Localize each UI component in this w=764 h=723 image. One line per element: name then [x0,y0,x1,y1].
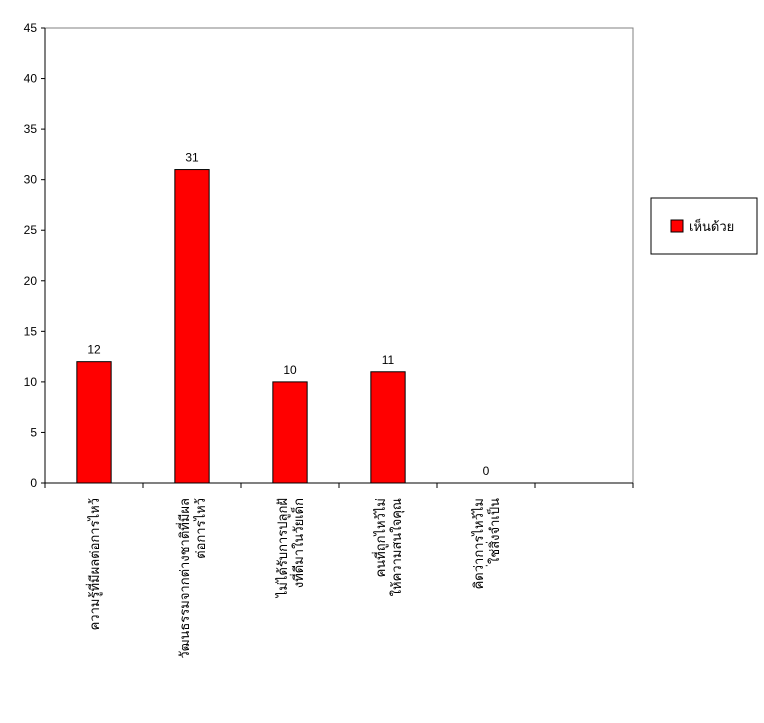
y-tick-label: 35 [24,122,38,136]
data-label: 31 [185,151,199,165]
data-label: 10 [283,363,297,377]
y-axis: 0 5 10 15 20 25 30 35 40 45 [24,21,46,490]
category-label: คนที่ถูกไหว้ไม่ให้ความสนใจคุณ [372,498,405,596]
data-label: 12 [87,343,101,357]
bars [76,169,406,484]
data-label: 0 [483,464,490,478]
y-tick-label: 45 [24,21,38,35]
y-tick-label: 15 [24,324,38,338]
y-tick-label: 5 [30,425,37,439]
y-tick-label: 20 [24,274,38,288]
data-label: 11 [382,353,395,367]
y-tick-label: 25 [24,223,38,237]
bar [76,361,112,484]
x-axis [44,482,634,488]
data-labels: 12 31 10 11 0 [87,151,489,478]
category-labels: ความรู้ที่มีผลต่อการไหว้ วัฒนธรรมจากต่างช… [86,498,503,659]
y-tick-label: 30 [24,173,38,187]
y-tick-label: 0 [30,476,37,490]
category-label: ความรู้ที่มีผลต่อการไหว้ [86,498,103,630]
plot-area [44,27,634,484]
y-tick-label: 40 [24,72,38,86]
bar [272,381,308,484]
bar [370,371,406,484]
legend: เห็นด้วย [650,197,758,255]
category-label: คิดว่าการไหว้ไม่ใช่สิ่งจำเป็น [471,498,503,590]
y-tick-label: 10 [24,375,38,389]
category-label: วัฒนธรรมจากต่างชาติที่มีผลต่อการไหว้ [176,498,209,659]
bar [174,169,210,484]
legend-swatch [670,219,684,233]
category-label: ไม่ได้รับการปลูกฝังที่ดีมาในวัยเด็ก [275,498,307,598]
legend-box [650,197,758,255]
legend-label: เห็นด้วย [689,217,734,235]
